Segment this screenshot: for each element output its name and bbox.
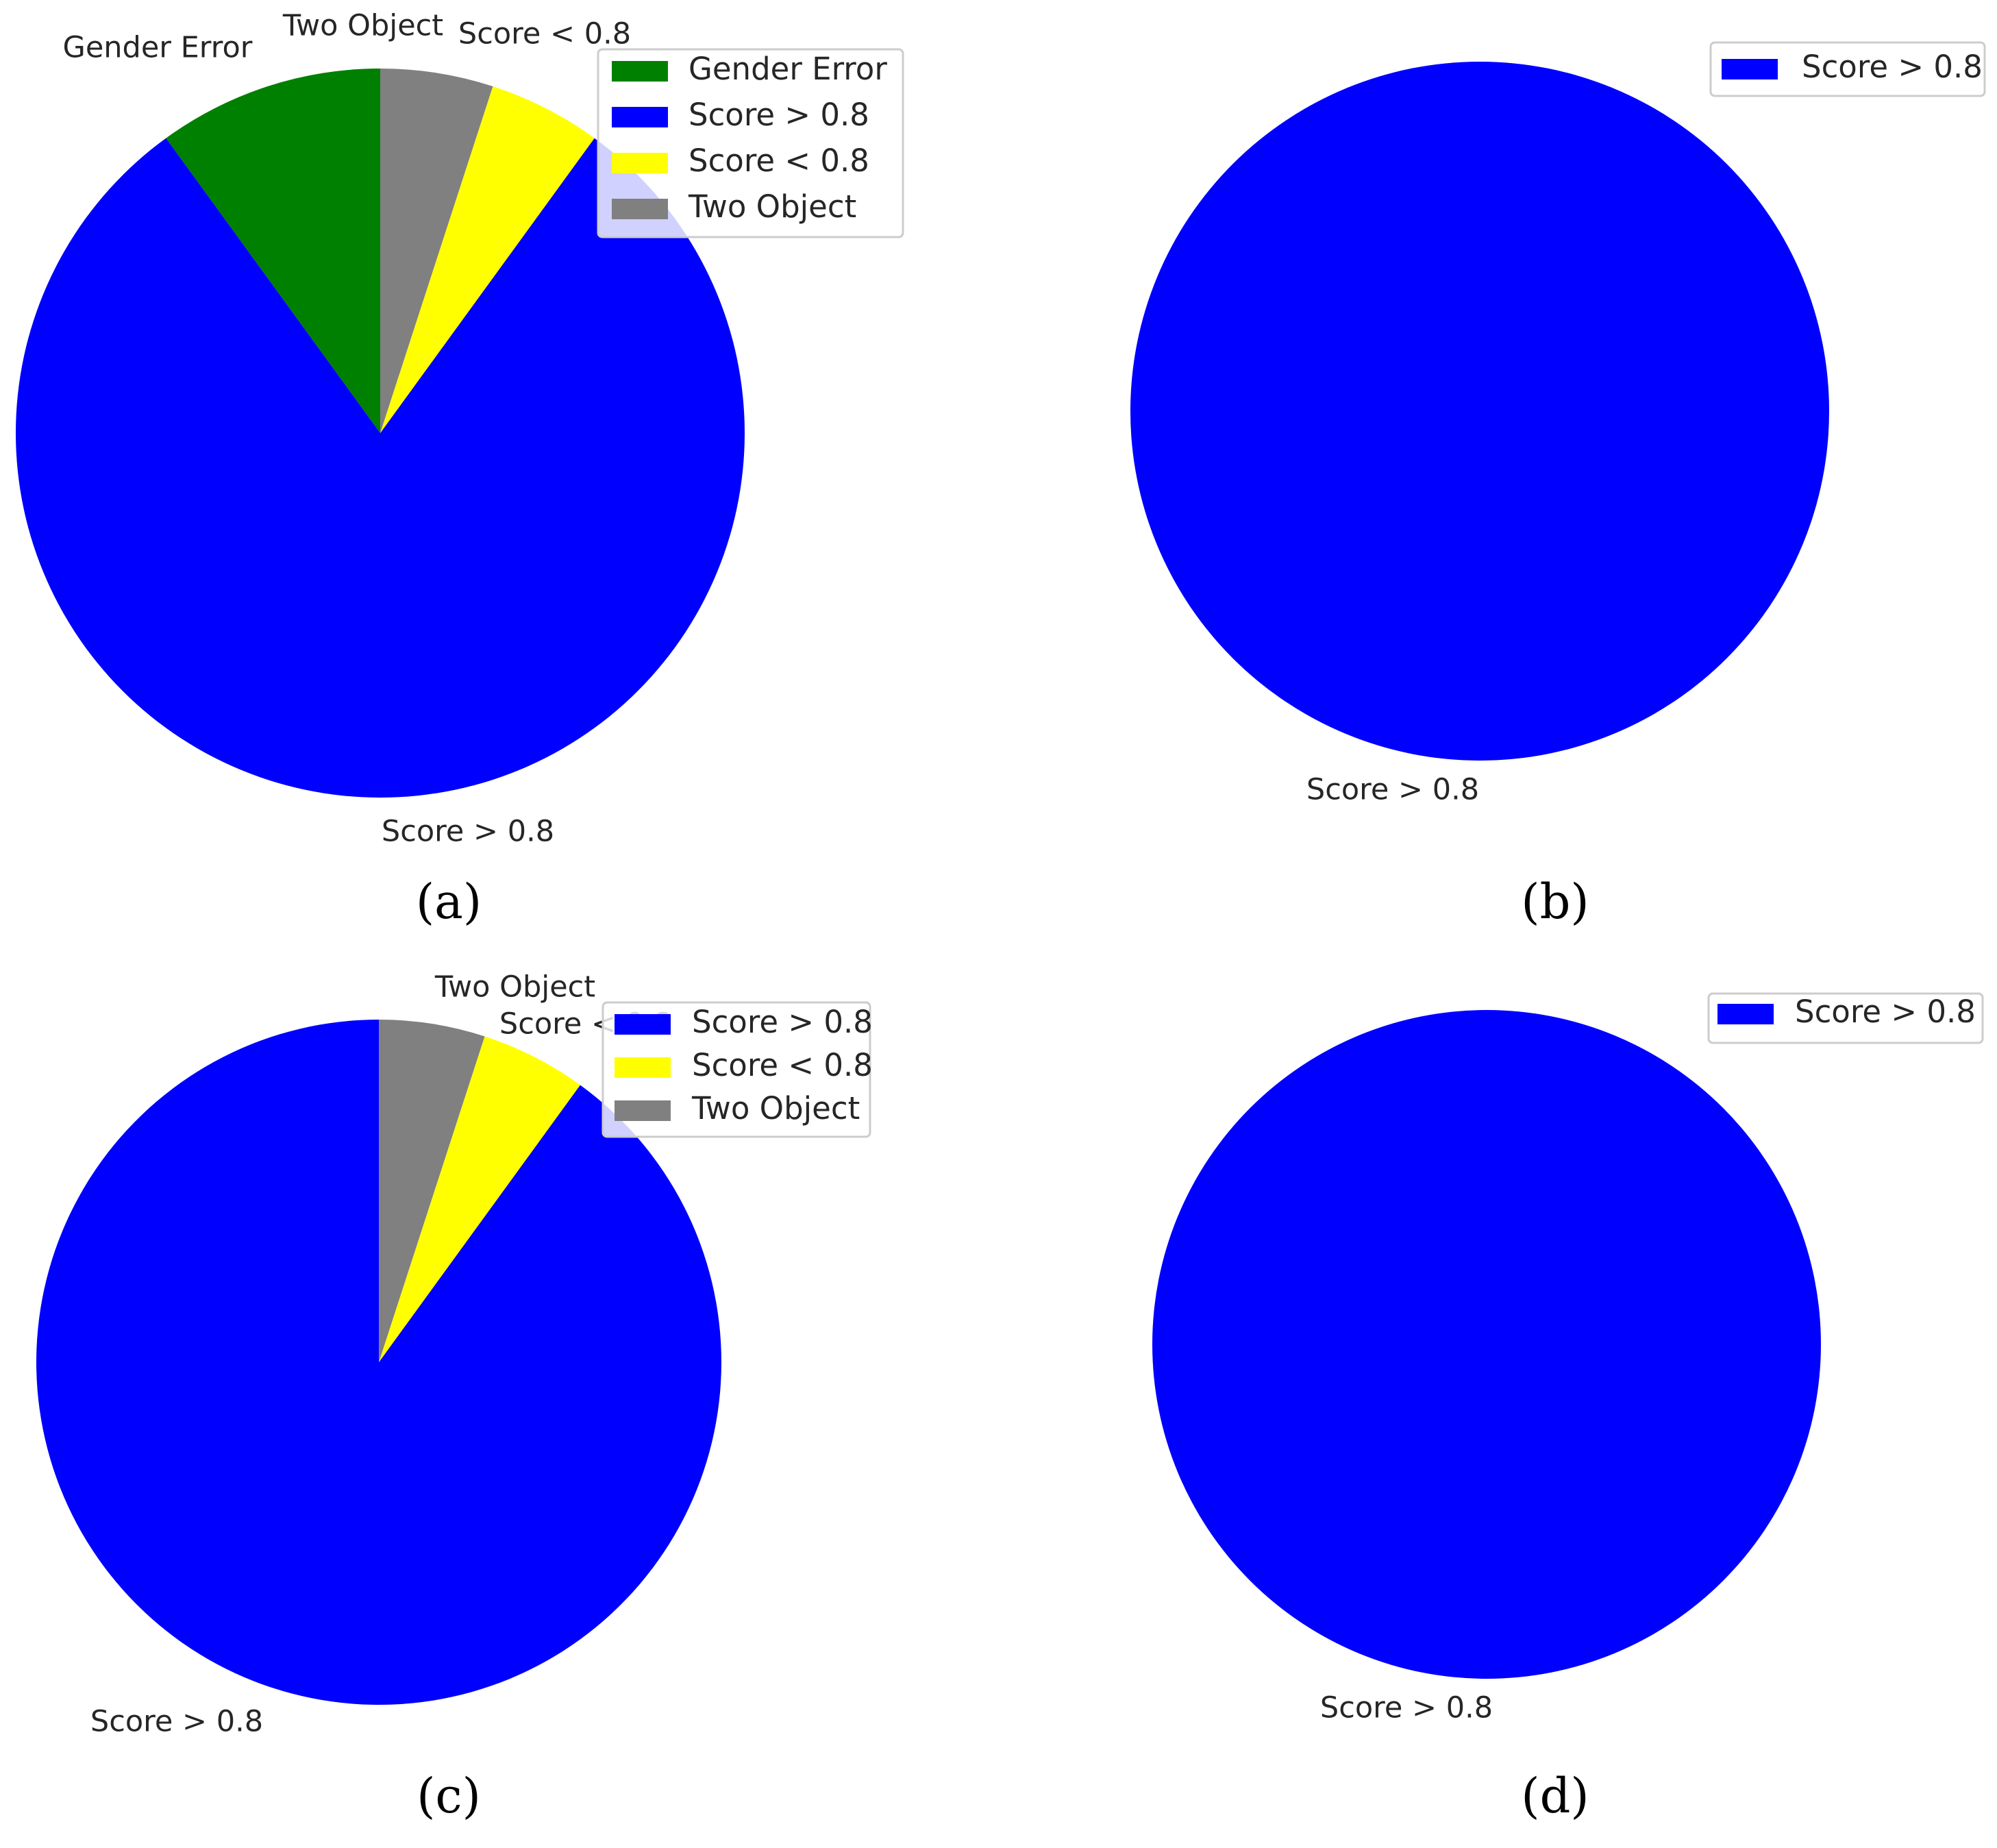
legend-swatch [1722,59,1778,79]
legend-frame [1707,992,1984,1044]
legend: Score > 0.8 Score < 0.8 Two Object [601,1001,873,1138]
pie-slice [16,138,745,798]
pie-slice [166,69,380,433]
pie-panel-4: Score > 0.8 Score > 0.8 (d) [1152,992,1984,1824]
legend-entry-label: Score < 0.8 [692,1047,873,1083]
slice-label: Score > 0.8 [1306,773,1479,807]
pie-slice [1130,62,1829,761]
legend-entry-label: Score > 0.8 [1795,994,1976,1030]
legend: Score > 0.8 [1709,41,1986,97]
panel-caption: (d) [1521,1768,1589,1824]
legend-frame [597,48,904,238]
pie-slice [379,1036,580,1362]
slice-label: Score < 0.8 [458,17,631,51]
pie-slice [379,1020,485,1362]
slice-label: Score > 0.8 [90,1705,263,1739]
legend-swatch [615,1100,671,1121]
pie-slice [36,1020,721,1705]
slice-label: Gender Error [63,31,253,65]
legend-swatch [612,61,668,82]
panel-caption: (c) [417,1768,481,1824]
slice-label: Two Object [434,970,595,1005]
legend-swatch [615,1014,671,1035]
legend-entry-label: Two Object [691,1090,860,1126]
pie-slice [1152,1010,1821,1679]
pie-slice [380,86,595,433]
pie-panel-2: Score > 0.8 Score > 0.8 (b) [1130,41,1986,930]
panel-caption: (b) [1521,874,1589,930]
legend: Score > 0.8 [1707,992,1984,1044]
legend-entry-label: Two Object [688,188,856,225]
legend-swatch [615,1057,671,1078]
slice-label: Score > 0.8 [1320,1691,1493,1725]
slice-label: Two Object [282,9,443,43]
legend-swatch [612,107,668,127]
legend-entry-label: Score > 0.8 [689,97,869,133]
legend-entry-label: Score > 0.8 [692,1004,873,1040]
legend-swatch [1717,1004,1774,1024]
panel-caption: (a) [416,874,482,930]
legend-frame [1709,41,1986,97]
legend-entry-label: Score > 0.8 [1802,49,1983,85]
legend-entry-label: Gender Error [689,51,887,87]
legend: Gender Error Score > 0.8 Score < 0.8 Two Ob… [597,48,904,238]
pie-slice [380,69,493,433]
slice-label: Score > 0.8 [382,815,554,849]
pie-panel-1: Gender Error Score > 0.8 Score < 0.8 Two Ob… [16,9,904,930]
legend-swatch [612,153,668,173]
legend-entry-label: Score < 0.8 [689,143,869,179]
legend-swatch [612,199,668,219]
